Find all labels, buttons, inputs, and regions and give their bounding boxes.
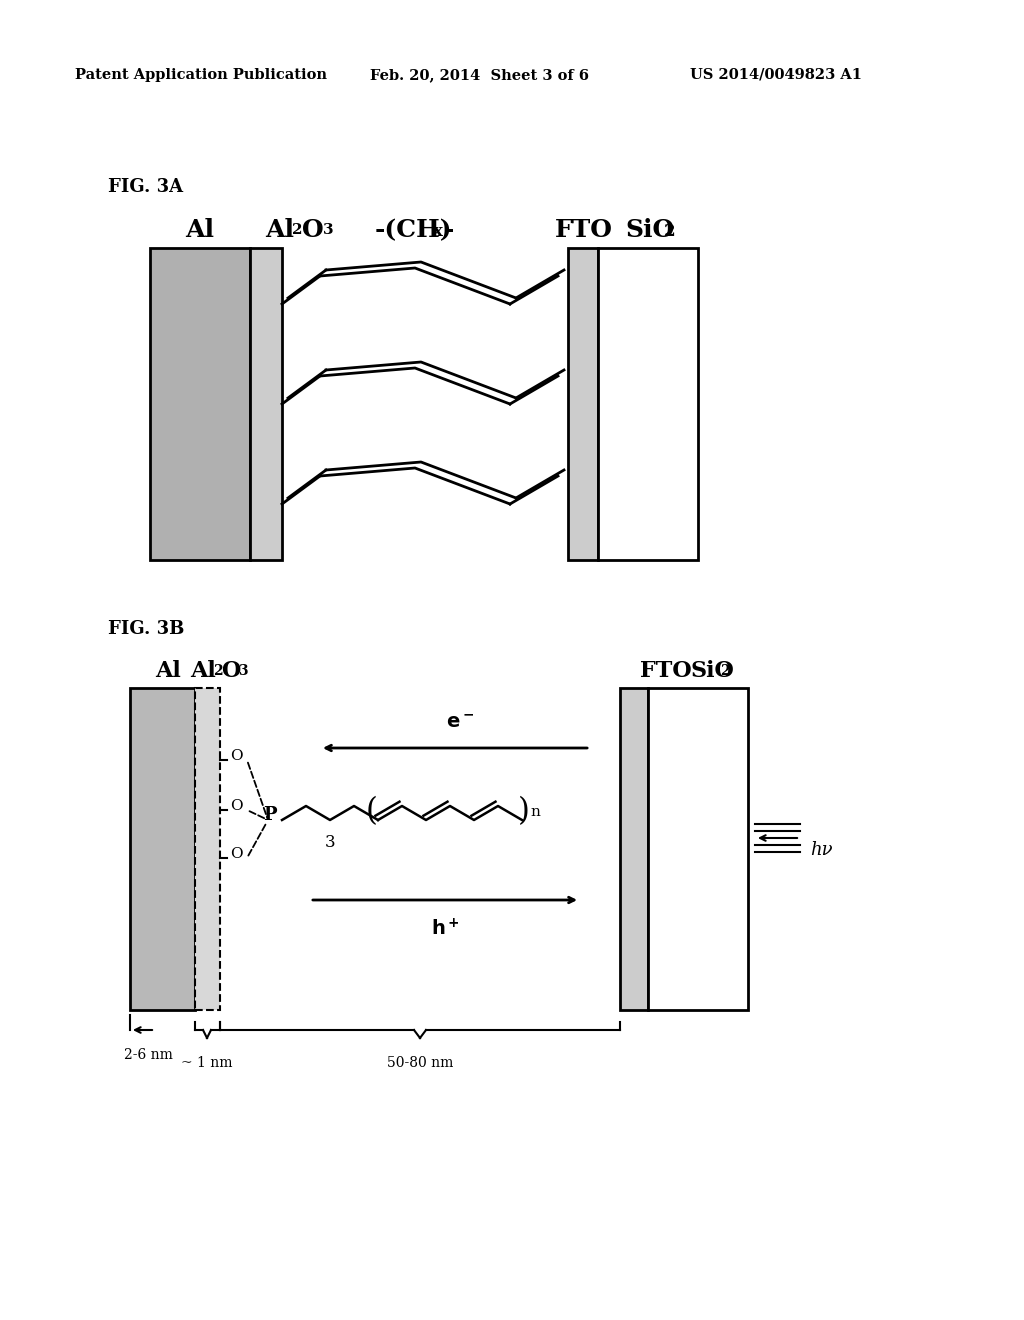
Bar xyxy=(620,688,648,1010)
Text: O: O xyxy=(302,218,324,242)
Text: Patent Application Publication: Patent Application Publication xyxy=(75,69,327,82)
Text: 2: 2 xyxy=(292,223,302,238)
Text: 2: 2 xyxy=(664,223,676,240)
Text: O: O xyxy=(221,660,241,682)
Text: -: - xyxy=(444,218,455,242)
Bar xyxy=(648,688,748,1010)
Bar xyxy=(130,688,195,1010)
Text: -(CH): -(CH) xyxy=(375,218,453,242)
Text: Al: Al xyxy=(265,218,294,242)
Text: 3: 3 xyxy=(325,834,335,851)
Text: Al: Al xyxy=(190,660,216,682)
Text: P: P xyxy=(263,807,276,824)
Text: Al: Al xyxy=(155,660,181,682)
Text: FIG. 3B: FIG. 3B xyxy=(108,620,184,638)
Text: 2: 2 xyxy=(213,664,222,678)
Text: FIG. 3A: FIG. 3A xyxy=(108,178,183,195)
Text: Feb. 20, 2014  Sheet 3 of 6: Feb. 20, 2014 Sheet 3 of 6 xyxy=(370,69,589,82)
Text: US 2014/0049823 A1: US 2014/0049823 A1 xyxy=(690,69,862,82)
Text: $\mathbf{e^-}$: $\mathbf{e^-}$ xyxy=(446,713,474,733)
Bar xyxy=(195,688,220,1010)
Text: $\mathbf{h^+}$: $\mathbf{h^+}$ xyxy=(431,917,460,940)
Text: 3: 3 xyxy=(323,223,334,238)
Text: FTO: FTO xyxy=(640,660,692,682)
Text: ~ 1 nm: ~ 1 nm xyxy=(181,1056,232,1071)
Text: n: n xyxy=(530,805,540,818)
Text: O: O xyxy=(230,748,243,763)
Bar xyxy=(568,248,598,560)
Text: x: x xyxy=(433,223,442,240)
Text: 2-6 nm: 2-6 nm xyxy=(124,1048,172,1063)
Text: (: ( xyxy=(366,796,378,828)
Bar xyxy=(250,248,282,560)
Bar xyxy=(598,248,698,560)
Text: 50-80 nm: 50-80 nm xyxy=(387,1056,454,1071)
Text: hν: hν xyxy=(810,841,833,859)
Text: O: O xyxy=(230,847,243,861)
Text: SiO: SiO xyxy=(690,660,734,682)
Text: 3: 3 xyxy=(238,664,248,678)
Text: O: O xyxy=(230,799,243,813)
Text: SiO: SiO xyxy=(625,218,674,242)
Text: 2: 2 xyxy=(720,664,730,678)
Text: FTO: FTO xyxy=(555,218,613,242)
Bar xyxy=(150,248,250,560)
Text: Al: Al xyxy=(185,218,214,242)
Text: ): ) xyxy=(518,796,530,828)
